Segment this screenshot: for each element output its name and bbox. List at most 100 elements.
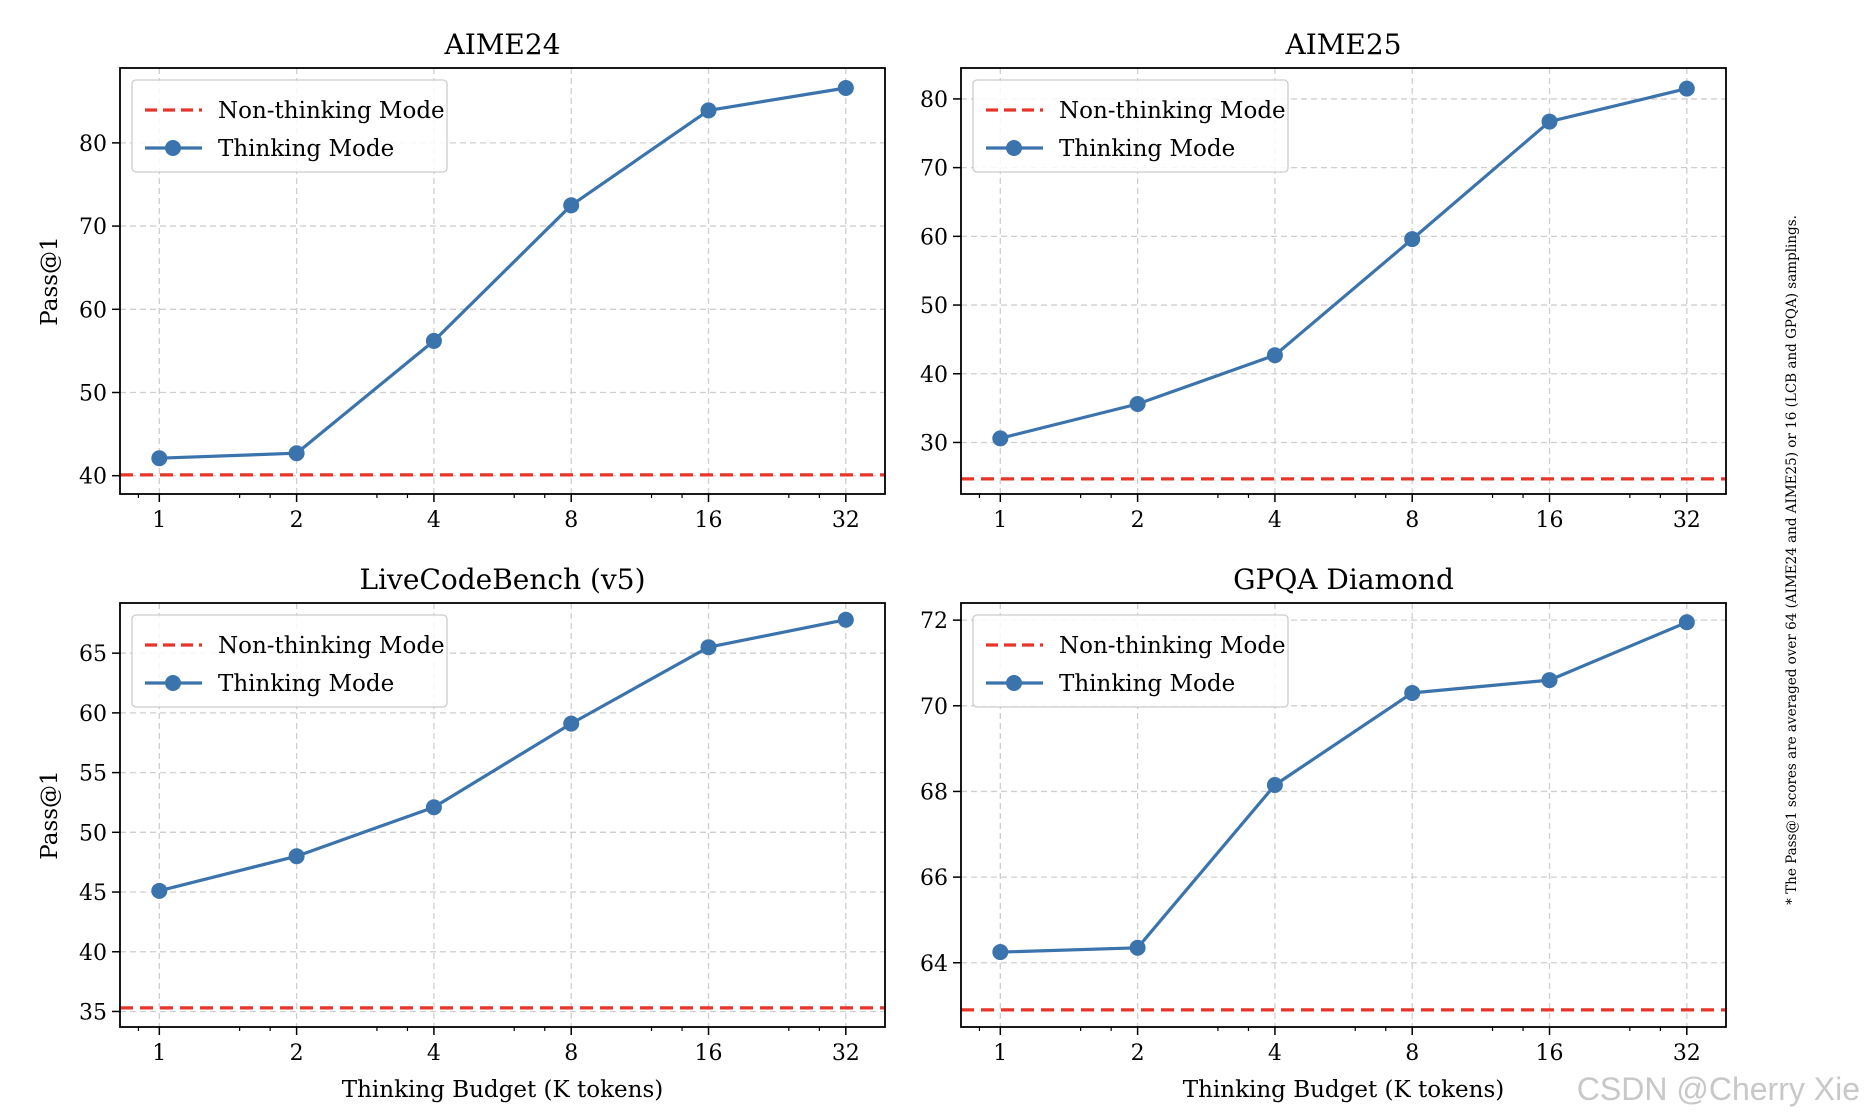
- chart-panel-2: 1 2 4 8 16 32 30 40 50 60 70 80 AIME25 Non-thinking M…: [920, 28, 1727, 533]
- y-tick-label: 30: [920, 431, 948, 456]
- y-tick-label: 66: [920, 866, 948, 891]
- thinking-point-8k: [1404, 231, 1421, 248]
- chart-title: LiveCodeBench (v5): [360, 563, 646, 596]
- thinking-series-line: [158, 618, 847, 893]
- x-tick-label: 16: [1536, 508, 1564, 533]
- y-tick-label: 80: [920, 88, 948, 113]
- x-tick-label: 32: [1673, 508, 1701, 533]
- thinking-point-32k: [1678, 614, 1695, 631]
- footnote: * The Pass@1 scores are averaged over 64…: [1784, 215, 1800, 905]
- axes-frame: [119, 67, 886, 495]
- y-tick-label: 60: [920, 225, 948, 250]
- legend-swatch-thinking-marker: [1006, 675, 1022, 691]
- x-tick-label: 2: [1131, 508, 1145, 533]
- legend-swatch-thinking-marker: [1006, 140, 1022, 156]
- thinking-point-32k: [837, 611, 854, 628]
- y-tick-label: 65: [79, 642, 107, 667]
- y-tick-label: 45: [79, 881, 107, 906]
- x-tick-label: 8: [564, 508, 578, 533]
- y-tick-label: 50: [79, 821, 107, 846]
- thinking-series-line: [159, 86, 847, 460]
- x-axis-label: Thinking Budget (K tokens): [1183, 1077, 1504, 1103]
- x-tick-label: 2: [290, 1041, 304, 1066]
- x-tick-label: 1: [152, 1041, 166, 1066]
- thinking-point-8k: [563, 197, 580, 214]
- x-tick-label: 1: [152, 508, 166, 533]
- legend-swatch-thinking-marker: [165, 140, 181, 156]
- thinking-series-line: [1000, 620, 1688, 954]
- thinking-point-1k: [992, 944, 1009, 961]
- thinking-point-8k: [563, 715, 580, 732]
- x-tick-label: 8: [564, 1041, 578, 1066]
- y-tick-label: 72: [920, 609, 948, 634]
- legend-box: [972, 79, 1289, 173]
- x-tick-label: 32: [832, 1041, 860, 1066]
- watermark: CSDN @Cherry Xie: [1577, 1071, 1860, 1107]
- thinking-point-2k: [288, 445, 305, 462]
- legend: Non-thinking Mode Thinking Mode: [131, 79, 448, 173]
- thinking-point-4k: [425, 799, 442, 816]
- thinking-point-32k: [1678, 80, 1695, 97]
- legend-box: [131, 79, 448, 173]
- thinking-point-1k: [151, 882, 168, 899]
- thinking-point-4k: [425, 332, 442, 349]
- x-tick-label: 4: [1268, 508, 1282, 533]
- y-axis-label: Pass@1: [37, 770, 63, 859]
- y-tick-label: 64: [920, 952, 948, 977]
- thinking-point-2k: [1129, 395, 1146, 412]
- legend-box: [972, 614, 1289, 708]
- y-tick-label: 40: [79, 465, 107, 490]
- x-tick-label: 32: [832, 508, 860, 533]
- y-tick-label: 55: [79, 762, 107, 787]
- x-tick-label: 16: [1536, 1041, 1564, 1066]
- y-tick-label: 40: [79, 941, 107, 966]
- legend: Non-thinking Mode Thinking Mode: [131, 614, 448, 708]
- y-tick-label: 60: [79, 298, 107, 323]
- legend-swatch-thinking-marker: [165, 675, 181, 691]
- chart-title: GPQA Diamond: [1233, 563, 1454, 596]
- y-tick-label: 60: [79, 702, 107, 727]
- thinking-point-32k: [837, 79, 854, 96]
- legend-label-non-thinking: Non-thinking Mode: [1059, 633, 1286, 659]
- x-tick-label: 1: [993, 508, 1007, 533]
- thinking-point-1k: [151, 450, 168, 467]
- legend-label-non-thinking: Non-thinking Mode: [218, 98, 445, 124]
- x-tick-label: 4: [427, 508, 441, 533]
- x-tick-label: 1: [993, 1041, 1007, 1066]
- thinking-point-4k: [1266, 347, 1283, 364]
- x-tick-label: 8: [1405, 1041, 1419, 1066]
- y-tick-label: 70: [920, 695, 948, 720]
- axes-frame: [960, 67, 1727, 495]
- legend-label-thinking: Thinking Mode: [218, 671, 394, 697]
- y-tick-label: 50: [920, 294, 948, 319]
- x-tick-label: 32: [1673, 1041, 1701, 1066]
- legend-box: [131, 614, 448, 708]
- x-tick-label: 2: [290, 508, 304, 533]
- thinking-point-16k: [1541, 672, 1558, 689]
- thinking-point-8k: [1404, 684, 1421, 701]
- legend-label-thinking: Thinking Mode: [1059, 136, 1235, 162]
- axes-frame: [119, 602, 886, 1028]
- thinking-point-4k: [1266, 777, 1283, 794]
- legend-label-non-thinking: Non-thinking Mode: [1059, 98, 1286, 124]
- y-tick-label: 35: [79, 1000, 107, 1025]
- x-tick-label: 4: [427, 1041, 441, 1066]
- x-tick-label: 8: [1405, 508, 1419, 533]
- x-tick-label: 4: [1268, 1041, 1282, 1066]
- legend: Non-thinking Mode Thinking Mode: [972, 79, 1289, 173]
- thinking-point-2k: [288, 848, 305, 865]
- y-tick-label: 70: [920, 157, 948, 182]
- thinking-series-line: [999, 87, 1688, 440]
- thinking-point-16k: [700, 639, 717, 656]
- chart-panel-4: 1 2 4 8 16 32 64 66 68 70 72 GPQA Diamond Thinking B…: [920, 563, 1727, 1103]
- chart-panel-1: 1 2 4 8 16 32 40 50 60 70 80 AIME24 Pass@1 Non-thinki…: [37, 28, 886, 533]
- thinking-point-16k: [1541, 113, 1558, 130]
- thinking-point-1k: [992, 430, 1009, 447]
- y-tick-label: 80: [79, 132, 107, 157]
- x-tick-label: 2: [1131, 1041, 1145, 1066]
- legend-label-non-thinking: Non-thinking Mode: [218, 633, 445, 659]
- thinking-point-2k: [1129, 939, 1146, 956]
- legend: Non-thinking Mode Thinking Mode: [972, 614, 1289, 708]
- y-axis-label: Pass@1: [37, 236, 63, 325]
- x-tick-label: 16: [695, 1041, 723, 1066]
